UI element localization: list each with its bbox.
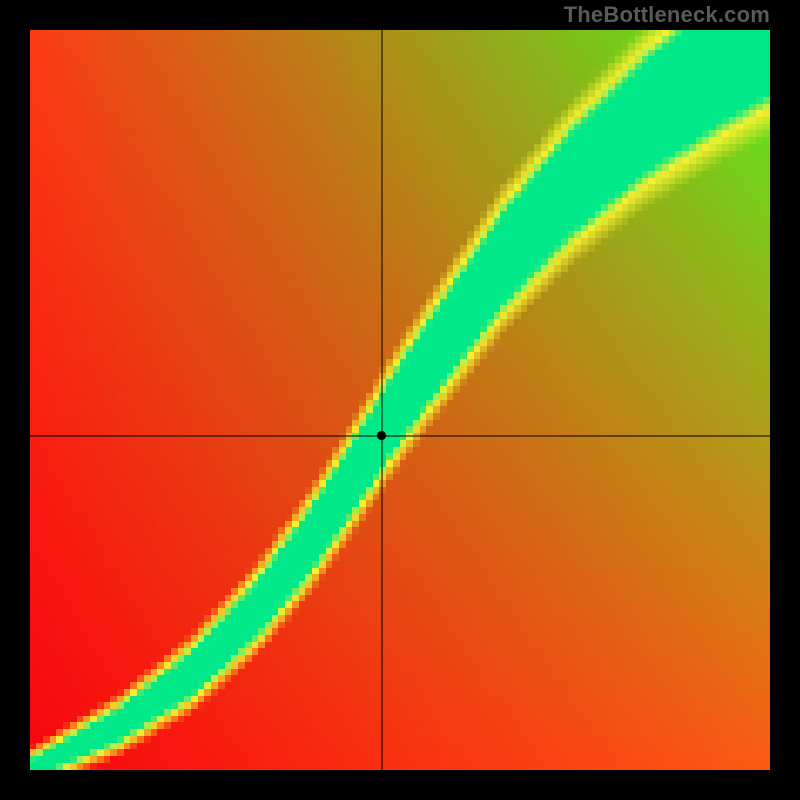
chart-container: { "watermark": { "text": "TheBottleneck.… — [0, 0, 800, 800]
watermark-text: TheBottleneck.com — [564, 2, 770, 28]
bottleneck-heatmap — [30, 30, 770, 770]
